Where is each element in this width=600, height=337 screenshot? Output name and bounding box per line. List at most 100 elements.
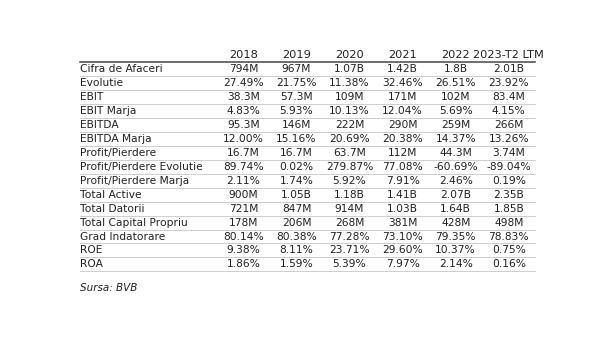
Text: 900M: 900M xyxy=(229,190,258,200)
Text: 20.69%: 20.69% xyxy=(329,134,370,144)
Text: 2018: 2018 xyxy=(229,50,258,60)
Text: 967M: 967M xyxy=(282,64,311,74)
Text: EBIT Marja: EBIT Marja xyxy=(80,106,136,116)
Text: 2.46%: 2.46% xyxy=(439,176,473,186)
Text: Total Capital Propriu: Total Capital Propriu xyxy=(80,218,187,227)
Text: 279.87%: 279.87% xyxy=(326,162,373,172)
Text: 381M: 381M xyxy=(388,218,418,227)
Text: 266M: 266M xyxy=(494,120,523,130)
Text: 4.83%: 4.83% xyxy=(226,106,260,116)
Text: 5.69%: 5.69% xyxy=(439,106,473,116)
Text: 12.04%: 12.04% xyxy=(382,106,423,116)
Text: 268M: 268M xyxy=(335,218,364,227)
Text: 1.05B: 1.05B xyxy=(281,190,312,200)
Text: EBIT: EBIT xyxy=(80,92,103,102)
Text: 1.86%: 1.86% xyxy=(226,259,260,269)
Text: 1.64B: 1.64B xyxy=(440,204,471,214)
Text: 80.14%: 80.14% xyxy=(223,232,264,242)
Text: 21.75%: 21.75% xyxy=(276,78,317,88)
Text: 0.19%: 0.19% xyxy=(492,176,526,186)
Text: 1.59%: 1.59% xyxy=(280,259,313,269)
Text: 1.85B: 1.85B xyxy=(493,204,524,214)
Text: Profit/Pierdere Evolutie: Profit/Pierdere Evolutie xyxy=(80,162,202,172)
Text: 0.02%: 0.02% xyxy=(280,162,314,172)
Text: 112M: 112M xyxy=(388,148,418,158)
Text: 83.4M: 83.4M xyxy=(493,92,525,102)
Text: 290M: 290M xyxy=(388,120,418,130)
Text: 0.75%: 0.75% xyxy=(492,245,526,255)
Text: ROE: ROE xyxy=(80,245,102,255)
Text: 77.08%: 77.08% xyxy=(382,162,423,172)
Text: 7.91%: 7.91% xyxy=(386,176,419,186)
Text: EBITDA Marja: EBITDA Marja xyxy=(80,134,151,144)
Text: 44.3M: 44.3M xyxy=(439,148,472,158)
Text: -60.69%: -60.69% xyxy=(433,162,478,172)
Text: Sursa: BVB: Sursa: BVB xyxy=(80,283,137,293)
Text: 498M: 498M xyxy=(494,218,523,227)
Text: 14.37%: 14.37% xyxy=(436,134,476,144)
Text: 914M: 914M xyxy=(335,204,364,214)
Text: 3.74M: 3.74M xyxy=(493,148,525,158)
Text: 1.42B: 1.42B xyxy=(387,64,418,74)
Text: 20.38%: 20.38% xyxy=(382,134,423,144)
Text: 95.3M: 95.3M xyxy=(227,120,260,130)
Text: 5.92%: 5.92% xyxy=(332,176,367,186)
Text: 2.01B: 2.01B xyxy=(493,64,524,74)
Text: 8.11%: 8.11% xyxy=(280,245,313,255)
Text: -89.04%: -89.04% xyxy=(487,162,531,172)
Text: 794M: 794M xyxy=(229,64,258,74)
Text: 259M: 259M xyxy=(441,120,470,130)
Text: Total Datorii: Total Datorii xyxy=(80,204,144,214)
Text: 23.92%: 23.92% xyxy=(488,78,529,88)
Text: 2.11%: 2.11% xyxy=(226,176,260,186)
Text: Profit/Pierdere: Profit/Pierdere xyxy=(80,148,156,158)
Text: 7.97%: 7.97% xyxy=(386,259,419,269)
Text: 1.74%: 1.74% xyxy=(280,176,313,186)
Text: 77.28%: 77.28% xyxy=(329,232,370,242)
Text: Profit/Pierdere Marja: Profit/Pierdere Marja xyxy=(80,176,189,186)
Text: 12.00%: 12.00% xyxy=(223,134,264,144)
Text: 5.93%: 5.93% xyxy=(280,106,313,116)
Text: 13.26%: 13.26% xyxy=(488,134,529,144)
Text: 721M: 721M xyxy=(229,204,258,214)
Text: 0.16%: 0.16% xyxy=(492,259,526,269)
Text: 178M: 178M xyxy=(229,218,258,227)
Text: EBITDA: EBITDA xyxy=(80,120,118,130)
Text: 10.37%: 10.37% xyxy=(436,245,476,255)
Text: 428M: 428M xyxy=(441,218,470,227)
Text: 89.74%: 89.74% xyxy=(223,162,263,172)
Text: 57.3M: 57.3M xyxy=(280,92,313,102)
Text: 222M: 222M xyxy=(335,120,364,130)
Text: 2019: 2019 xyxy=(282,50,311,60)
Text: 2021: 2021 xyxy=(388,50,417,60)
Text: 102M: 102M xyxy=(441,92,470,102)
Text: 2.35B: 2.35B xyxy=(493,190,524,200)
Text: 146M: 146M xyxy=(282,120,311,130)
Text: 9.38%: 9.38% xyxy=(226,245,260,255)
Text: 171M: 171M xyxy=(388,92,418,102)
Text: 29.60%: 29.60% xyxy=(382,245,423,255)
Text: 1.41B: 1.41B xyxy=(387,190,418,200)
Text: 1.07B: 1.07B xyxy=(334,64,365,74)
Text: 2022: 2022 xyxy=(442,50,470,60)
Text: 2.14%: 2.14% xyxy=(439,259,473,269)
Text: 206M: 206M xyxy=(282,218,311,227)
Text: 80.38%: 80.38% xyxy=(276,232,317,242)
Text: 16.7M: 16.7M xyxy=(280,148,313,158)
Text: 27.49%: 27.49% xyxy=(223,78,263,88)
Text: 26.51%: 26.51% xyxy=(436,78,476,88)
Text: 32.46%: 32.46% xyxy=(382,78,423,88)
Text: 1.18B: 1.18B xyxy=(334,190,365,200)
Text: 2020: 2020 xyxy=(335,50,364,60)
Text: 63.7M: 63.7M xyxy=(333,148,366,158)
Text: 16.7M: 16.7M xyxy=(227,148,260,158)
Text: 11.38%: 11.38% xyxy=(329,78,370,88)
Text: 2023-T2 LTM: 2023-T2 LTM xyxy=(473,50,544,60)
Text: Total Active: Total Active xyxy=(80,190,141,200)
Text: 23.71%: 23.71% xyxy=(329,245,370,255)
Text: Grad Indatorare: Grad Indatorare xyxy=(80,232,165,242)
Text: 1.8B: 1.8B xyxy=(443,64,468,74)
Text: 78.83%: 78.83% xyxy=(488,232,529,242)
Text: 79.35%: 79.35% xyxy=(436,232,476,242)
Text: 5.39%: 5.39% xyxy=(332,259,367,269)
